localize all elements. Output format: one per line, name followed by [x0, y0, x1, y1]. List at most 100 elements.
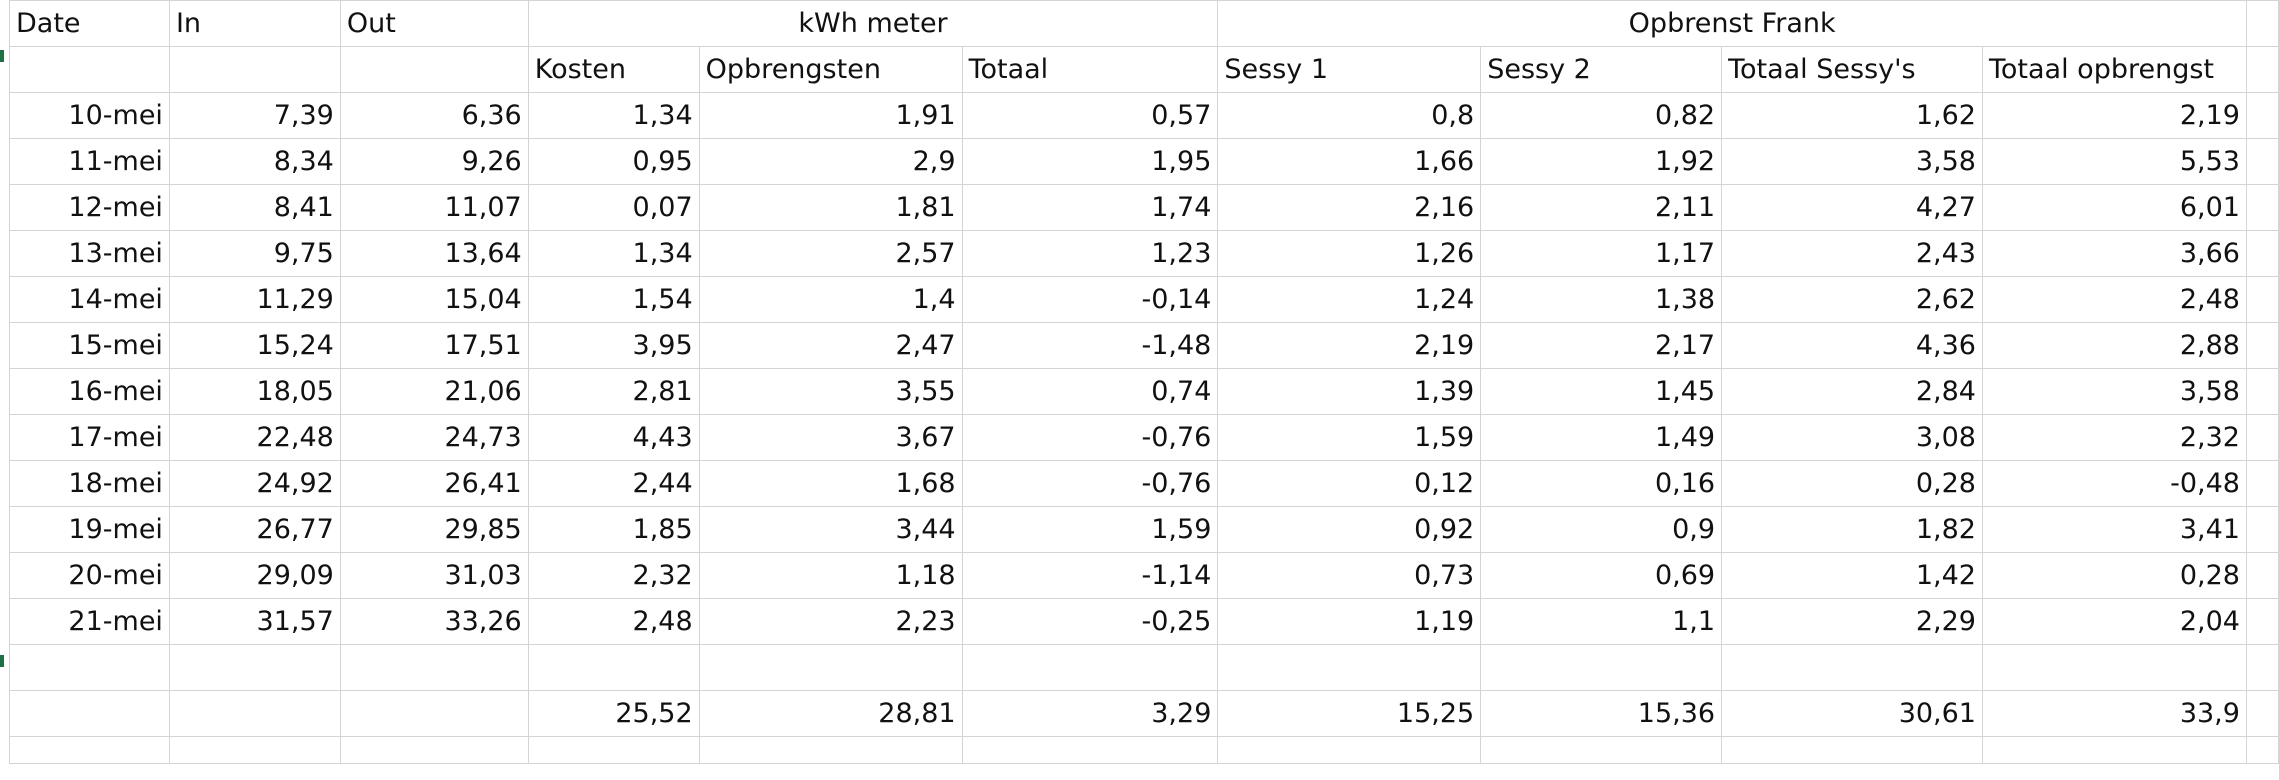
cell[interactable]: Opbrengsten: [698, 46, 963, 93]
empty-cell[interactable]: [1981, 644, 2247, 691]
cell[interactable]: 1,34: [527, 230, 700, 277]
empty-cell[interactable]: [2245, 322, 2279, 369]
cell[interactable]: 2,19: [1217, 322, 1482, 369]
cell[interactable]: 1,68: [698, 460, 963, 507]
cell[interactable]: 17-mei: [9, 414, 170, 461]
cell[interactable]: 1,38: [1480, 276, 1723, 323]
empty-cell[interactable]: [2245, 92, 2279, 139]
cell[interactable]: 30,61: [1721, 690, 1983, 737]
empty-cell[interactable]: [1721, 736, 1983, 764]
empty-cell[interactable]: [1217, 644, 1482, 691]
cell[interactable]: 1,26: [1217, 230, 1482, 277]
empty-cell[interactable]: [527, 644, 700, 691]
cell[interactable]: 0,74: [961, 368, 1219, 415]
empty-cell[interactable]: [9, 690, 170, 737]
cell[interactable]: 1,4: [698, 276, 963, 323]
cell[interactable]: 0,9: [1480, 506, 1723, 553]
empty-cell[interactable]: [2245, 644, 2279, 691]
cell[interactable]: 2,62: [1721, 276, 1983, 323]
cell[interactable]: 2,17: [1480, 322, 1723, 369]
cell[interactable]: 3,08: [1721, 414, 1983, 461]
cell[interactable]: 2,16: [1217, 184, 1482, 231]
cell[interactable]: 2,43: [1721, 230, 1983, 277]
cell[interactable]: kWh meter: [527, 0, 1219, 47]
cell[interactable]: 19-mei: [9, 506, 170, 553]
empty-cell[interactable]: [2245, 230, 2279, 277]
empty-cell[interactable]: [168, 736, 341, 764]
cell[interactable]: 2,84: [1721, 368, 1983, 415]
cell[interactable]: 8,41: [168, 184, 341, 231]
cell[interactable]: 11,07: [339, 184, 529, 231]
cell[interactable]: 16-mei: [9, 368, 170, 415]
cell[interactable]: 1,45: [1480, 368, 1723, 415]
cell[interactable]: 15,24: [168, 322, 341, 369]
empty-cell[interactable]: [2245, 552, 2279, 599]
cell[interactable]: Sessy 1: [1217, 46, 1482, 93]
empty-cell[interactable]: [961, 736, 1219, 764]
cell[interactable]: Out: [339, 0, 529, 47]
cell[interactable]: 2,29: [1721, 598, 1983, 645]
cell[interactable]: Date: [9, 0, 170, 47]
cell[interactable]: 3,66: [1981, 230, 2247, 277]
cell[interactable]: 21-mei: [9, 598, 170, 645]
cell[interactable]: 25,52: [527, 690, 700, 737]
empty-cell[interactable]: [2245, 414, 2279, 461]
cell[interactable]: 2,48: [1981, 276, 2247, 323]
cell[interactable]: 4,27: [1721, 184, 1983, 231]
cell[interactable]: 33,26: [339, 598, 529, 645]
cell[interactable]: 1,24: [1217, 276, 1482, 323]
empty-cell[interactable]: [2245, 690, 2279, 737]
cell[interactable]: 15,36: [1480, 690, 1723, 737]
empty-cell[interactable]: [2245, 138, 2279, 185]
empty-cell[interactable]: [9, 644, 170, 691]
empty-cell[interactable]: [1721, 644, 1983, 691]
cell[interactable]: 18-mei: [9, 460, 170, 507]
cell[interactable]: 10-mei: [9, 92, 170, 139]
cell[interactable]: -1,48: [961, 322, 1219, 369]
cell[interactable]: Opbrenst Frank: [1217, 0, 2247, 47]
cell[interactable]: 2,48: [527, 598, 700, 645]
cell[interactable]: 1,59: [961, 506, 1219, 553]
empty-cell[interactable]: [1981, 736, 2247, 764]
empty-cell[interactable]: [339, 736, 529, 764]
cell[interactable]: 1,17: [1480, 230, 1723, 277]
cell[interactable]: 24,92: [168, 460, 341, 507]
cell[interactable]: 4,36: [1721, 322, 1983, 369]
cell[interactable]: 0,12: [1217, 460, 1482, 507]
cell[interactable]: 13,64: [339, 230, 529, 277]
cell[interactable]: 33,9: [1981, 690, 2247, 737]
cell[interactable]: 2,57: [698, 230, 963, 277]
cell[interactable]: 0,69: [1480, 552, 1723, 599]
empty-cell[interactable]: [2245, 46, 2279, 93]
cell[interactable]: 1,91: [698, 92, 963, 139]
cell[interactable]: 1,1: [1480, 598, 1723, 645]
empty-cell[interactable]: [1480, 736, 1723, 764]
cell[interactable]: 5,53: [1981, 138, 2247, 185]
cell[interactable]: 6,01: [1981, 184, 2247, 231]
cell[interactable]: 0,28: [1721, 460, 1983, 507]
cell[interactable]: 2,32: [527, 552, 700, 599]
cell[interactable]: 0,57: [961, 92, 1219, 139]
cell[interactable]: 3,67: [698, 414, 963, 461]
empty-cell[interactable]: [2245, 460, 2279, 507]
cell[interactable]: 1,82: [1721, 506, 1983, 553]
cell[interactable]: Sessy 2: [1480, 46, 1723, 93]
cell[interactable]: -0,76: [961, 414, 1219, 461]
cell[interactable]: 26,41: [339, 460, 529, 507]
empty-cell[interactable]: [2245, 506, 2279, 553]
cell[interactable]: 1,54: [527, 276, 700, 323]
cell[interactable]: 31,57: [168, 598, 341, 645]
cell[interactable]: 18,05: [168, 368, 341, 415]
cell[interactable]: 26,77: [168, 506, 341, 553]
cell[interactable]: Totaal opbrengst: [1981, 46, 2247, 93]
empty-cell[interactable]: [2245, 736, 2279, 764]
cell[interactable]: 0,8: [1217, 92, 1482, 139]
cell[interactable]: -0,25: [961, 598, 1219, 645]
empty-cell[interactable]: [698, 644, 963, 691]
cell[interactable]: 0,82: [1480, 92, 1723, 139]
cell[interactable]: 3,41: [1981, 506, 2247, 553]
cell[interactable]: 1,66: [1217, 138, 1482, 185]
cell[interactable]: 1,23: [961, 230, 1219, 277]
cell[interactable]: 4,43: [527, 414, 700, 461]
empty-cell[interactable]: [1480, 644, 1723, 691]
